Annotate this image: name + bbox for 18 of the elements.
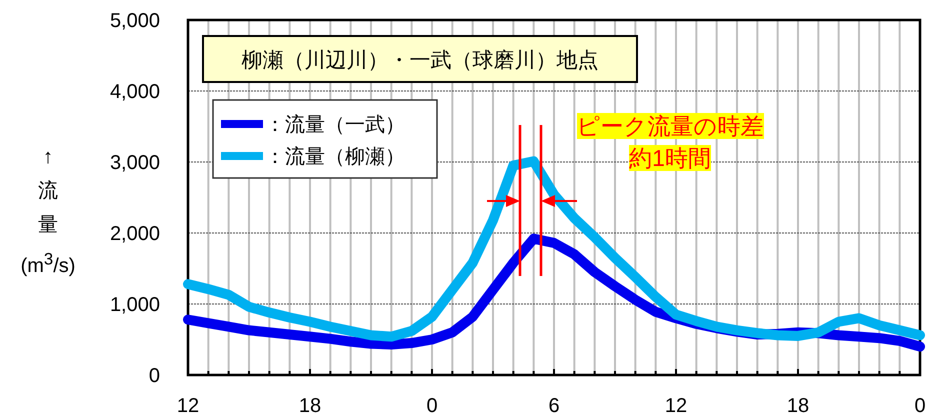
x-tick-label: 12 bbox=[664, 395, 688, 414]
y-tick-label: 2,000 bbox=[110, 223, 160, 245]
x-tick-label: 18 bbox=[786, 395, 810, 414]
x-tick-label: 18 bbox=[298, 395, 322, 414]
x-tick-label: 0 bbox=[426, 395, 438, 414]
y-tick-label: 0 bbox=[148, 365, 160, 387]
y-axis-title: ↑流量(m$^{3}$/s) bbox=[20, 145, 76, 279]
y-tick-label: 4,000 bbox=[110, 81, 160, 103]
annotation: ピーク流量の時差約1時間 bbox=[576, 113, 764, 171]
y-tick-label: 3,000 bbox=[110, 152, 160, 174]
x-tick-label: 0 bbox=[914, 395, 926, 414]
text: 柳瀬（川辺川）・一武（球磨川）地点 bbox=[242, 49, 598, 72]
x-tick-label: 12 bbox=[176, 395, 200, 414]
y-tick-label: 1,000 bbox=[110, 294, 160, 316]
y-tick-label: 5,000 bbox=[110, 10, 160, 32]
legend-label: ：流量（一武） bbox=[265, 114, 405, 136]
legend-label: ：流量（柳瀬） bbox=[265, 146, 405, 168]
x-tick-label: 6 bbox=[548, 395, 560, 414]
